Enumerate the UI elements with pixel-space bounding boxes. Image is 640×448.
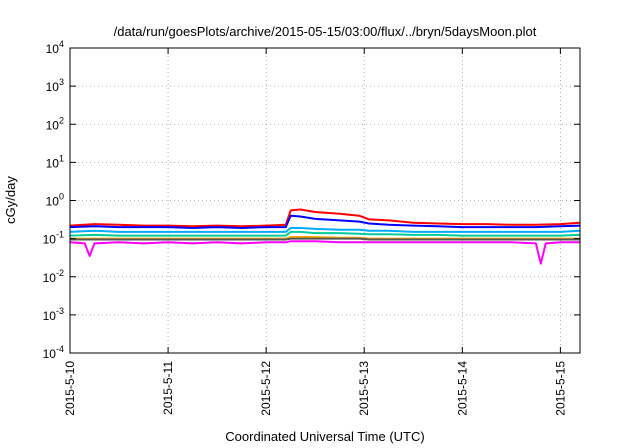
x-axis-title: Coordinated Universal Time (UTC): [225, 429, 424, 444]
y-tick-label: 10-1: [43, 230, 64, 247]
y-tick-label: 10-4: [43, 344, 64, 361]
y-tick-label: 101: [46, 153, 64, 170]
x-tick-label: 2015-5-11: [161, 361, 175, 415]
x-tick-label: 2015-5-12: [259, 361, 273, 416]
y-axis-ticks: 104 103 102 101 100 10-1 10-2 10-3 10-4: [43, 39, 580, 361]
y-tick-label: 10-3: [43, 306, 64, 323]
series-layer: [69, 208, 581, 265]
x-axis-ticks: 2015-5-10 2015-5-11 2015-5-12 2015-5-13 2015…: [63, 48, 567, 416]
y-tick-label: 103: [46, 77, 64, 94]
series-line-3: [69, 227, 581, 233]
x-tick-label: 2015-5-14: [455, 361, 469, 416]
x-tick-label: 2015-5-13: [357, 361, 371, 416]
y-tick-label: 102: [46, 115, 64, 132]
series-line-1: [69, 208, 581, 228]
y-axis-title: cGy/day: [3, 176, 18, 224]
chart-title: /data/run/goesPlots/archive/2015-05-15/0…: [114, 24, 537, 39]
x-tick-label: 2015-5-10: [63, 361, 77, 416]
grid: [70, 48, 580, 353]
x-tick-label: 2015-5-15: [553, 361, 567, 416]
series-line-4: [69, 230, 581, 237]
y-tick-label: 10-2: [43, 268, 64, 285]
series-line-2: [69, 214, 581, 229]
y-tick-label: 104: [46, 39, 64, 56]
series-line-7: [69, 240, 580, 265]
y-tick-label: 100: [46, 192, 64, 209]
series-line-6: [70, 237, 580, 241]
